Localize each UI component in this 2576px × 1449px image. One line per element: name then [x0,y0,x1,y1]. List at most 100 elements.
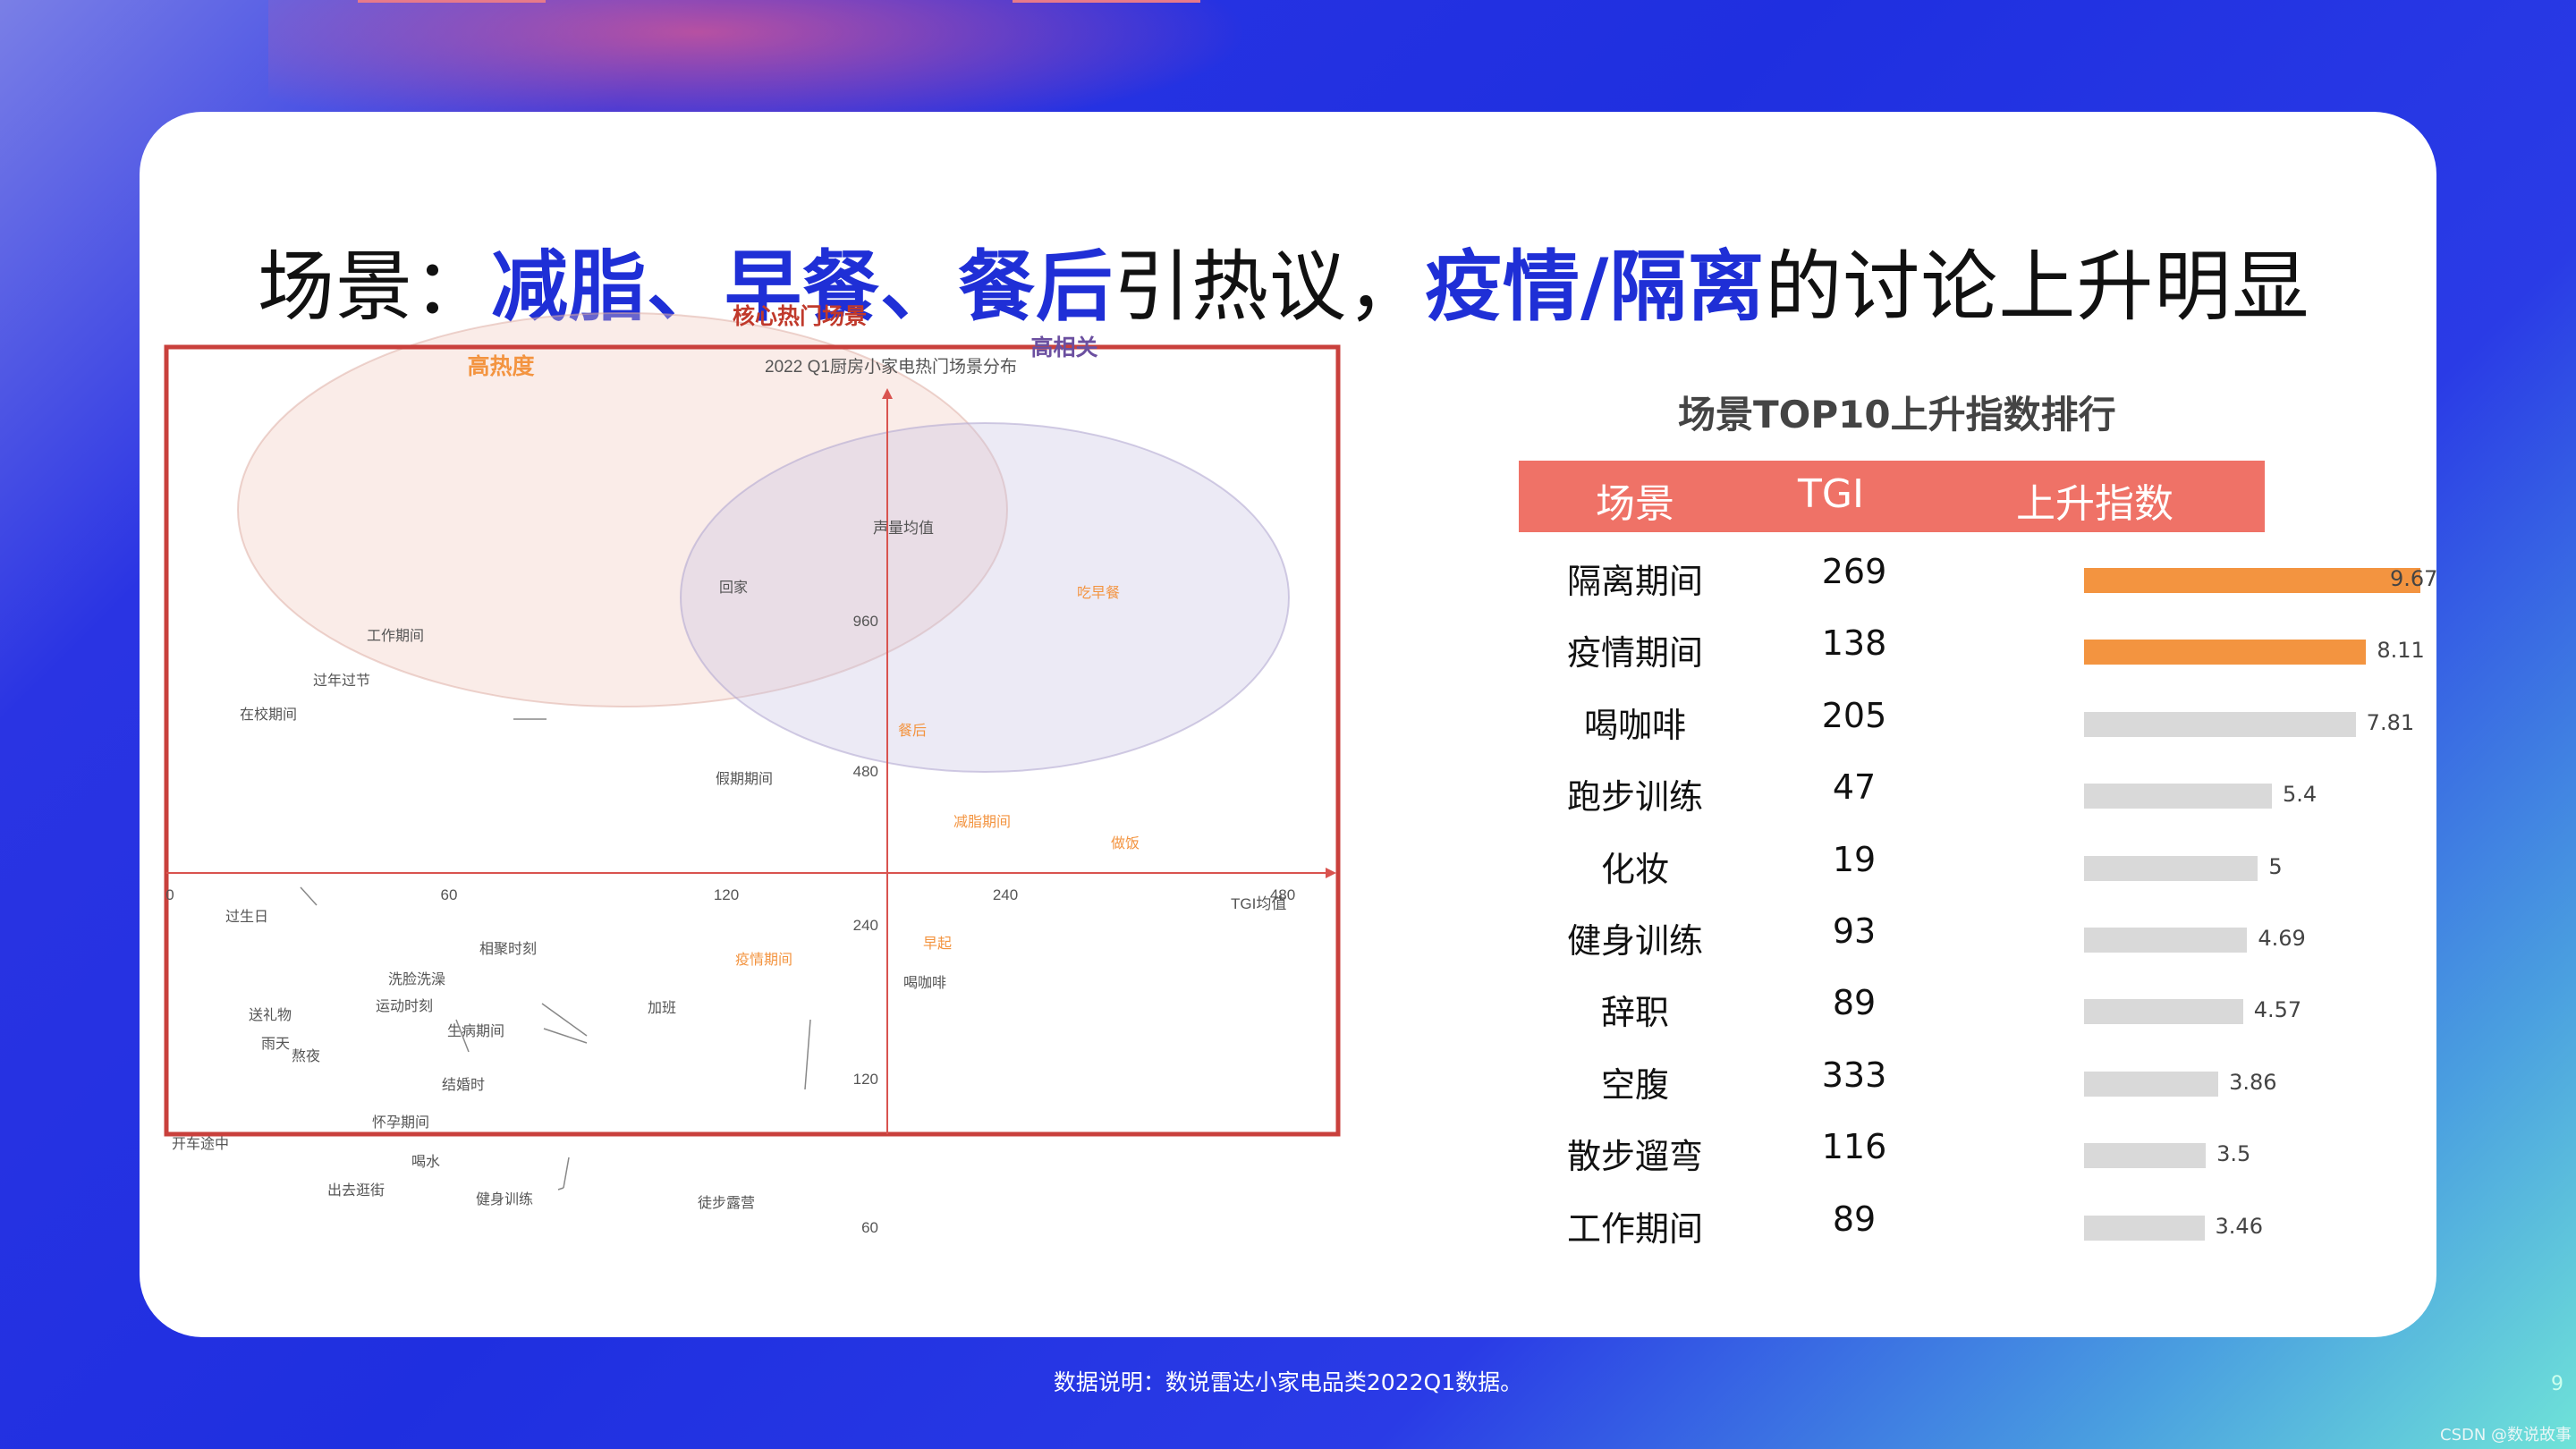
x-tick-label: 0 [165,886,174,903]
scatter-svg: 2022 Q1厨房小家电热门场景分布 0 60 120 240 480TGI均值9604… [164,303,1341,1236]
row-index-bar [2084,568,2420,593]
scene-label: 健身训练 [476,1191,533,1208]
ranking-header: 场景 TGI 上升指数 [1519,461,2265,532]
row-index-bar [2084,999,2243,1025]
y-tick-label: 480 [853,763,878,780]
scene-label: 熬夜 [292,1047,320,1064]
top-accent-line [358,0,546,3]
row-index-value: 5.4 [2282,782,2318,808]
scene-label: 生病期间 [447,1023,504,1039]
scene-label: 喝水 [411,1154,440,1170]
scene-label-highlight: 做饭 [1111,835,1140,852]
leader-line [300,886,318,906]
chart-frame [164,344,1341,1137]
x-axis-arrow [1326,868,1336,878]
bubble-label: 高相关 [1030,335,1097,360]
ranking-row: 疫情期间 138 8.11 [1519,613,2425,684]
y-tick-label: 60 [861,1219,878,1236]
scene-label: 怀孕期间 [372,1114,429,1131]
x-tick-label: 120 [714,886,739,903]
bubble-label: 核心热门场景 [733,303,867,329]
row-tgi: 269 [1821,552,1887,591]
leader-line [804,1019,811,1090]
scene-label-highlight: 疫情期间 [735,952,792,968]
row-tgi: 333 [1821,1055,1887,1095]
bubble-high-heat [237,312,1008,708]
scene-label: 加班 [648,1000,676,1016]
ranking-row: 跑步训练 47 5.4 [1519,757,2324,828]
row-tgi: 47 [1832,767,1877,808]
row-index-bar [2084,640,2367,665]
row-index-value: 7.81 [2366,709,2415,735]
row-index-bar [2084,1215,2205,1241]
ranking-row: 化妆 19 5 [1519,829,2324,901]
x-tick-label: 240 [993,886,1018,903]
leader-line [455,1019,470,1053]
y-tick-label: 960 [853,613,878,630]
slide-title: 场景：减脂、早餐、餐后引热议，疫情/隔离的讨论上升明显 [258,224,2309,335]
row-tgi: 19 [1832,839,1877,879]
row-scene: 跑步训练 [1566,777,1703,818]
leader-line [541,1003,588,1037]
y-axis-arrow [882,388,893,399]
scene-label: 结婚时 [442,1077,485,1093]
y-tick-label: 240 [853,917,878,934]
bubble-high-relevance [680,422,1290,773]
row-scene: 喝咖啡 [1583,705,1686,745]
row-index-value: 3.46 [2215,1213,2263,1239]
row-index-value: 8.11 [2377,638,2425,664]
header-tgi: TGI [1798,471,1864,517]
row-index-value: 5 [2268,853,2283,879]
title-suffix: 的讨论上升明显 [1765,242,2310,332]
scene-label-highlight: 吃早餐 [1077,585,1120,601]
y-tick-label: 120 [853,1071,878,1088]
ranking-row: 辞职 89 4.57 [1519,972,2324,1044]
row-scene: 健身训练 [1566,921,1703,961]
page-number: 9 [2551,1373,2563,1395]
y-axis-label: 声量均值 [873,520,934,537]
ranking-row: 健身训练 93 4.69 [1519,901,2324,972]
row-index-bar [2084,1071,2219,1097]
scene-label: 送礼物 [249,1007,292,1023]
row-tgi: 93 [1832,911,1877,951]
scene-label-highlight: 餐后 [898,723,927,739]
scene-label: 工作期间 [367,628,424,644]
scene-label: 雨天 [261,1037,290,1052]
ranking-title: 场景TOP10上升指数排行 [1678,393,2116,436]
ranking-row: 喝咖啡 205 7.81 [1519,685,2414,757]
scene-label: 假期期间 [716,771,773,787]
row-scene: 空腹 [1600,1064,1669,1105]
ranking-row: 散步遛弯 116 3.5 [1519,1116,2324,1188]
row-tgi: 138 [1821,623,1887,664]
scene-scatter-chart: 2022 Q1厨房小家电热门场景分布 0 60 120 240 480 TGI均值 960 4… [164,303,1341,1236]
ranking-row: 工作期间 89 3.46 [1519,1189,2324,1260]
scene-label-highlight: 早起 [923,936,952,952]
scene-label: 洗脸洗澡 [388,971,445,987]
header-scene: 场景 [1596,481,1674,527]
row-index-value: 3.5 [2216,1141,2251,1167]
row-index-bar [2084,1143,2207,1169]
row-index-value: 4.69 [2258,926,2306,951]
footer-note: 数据说明：数说雷达小家电品类2022Q1数据。 [1053,1369,1523,1395]
scene-label: 在校期间 [240,707,297,723]
scene-label: 徒步露营 [698,1195,755,1211]
scene-label: 相聚时刻 [479,941,537,957]
row-tgi: 89 [1832,1199,1877,1239]
row-tgi: 89 [1832,983,1877,1023]
ranking-row: 空腹 333 3.86 [1519,1045,2324,1116]
scatter-title: 2022 Q1厨房小家电热门场景分布 [765,357,1017,377]
ranking-row: 隔离期间 269 9.67 [1519,541,2436,613]
leader-line [543,1028,588,1044]
scene-label: 出去逛街 [327,1182,385,1199]
x-tick-label: 60 [441,886,458,903]
leader-line [563,1157,570,1189]
title-middle: 引热议， [1114,242,1425,332]
row-scene: 辞职 [1600,993,1669,1033]
scene-label: 回家 [719,580,748,596]
header-index: 上升指数 [2016,481,2174,527]
title-highlight-1: 减脂、早餐、餐后 [491,242,1114,332]
row-index-bar [2084,928,2248,953]
row-scene: 疫情期间 [1566,633,1703,674]
row-index-value: 4.57 [2253,997,2302,1023]
scene-label: 喝咖啡 [903,975,946,991]
